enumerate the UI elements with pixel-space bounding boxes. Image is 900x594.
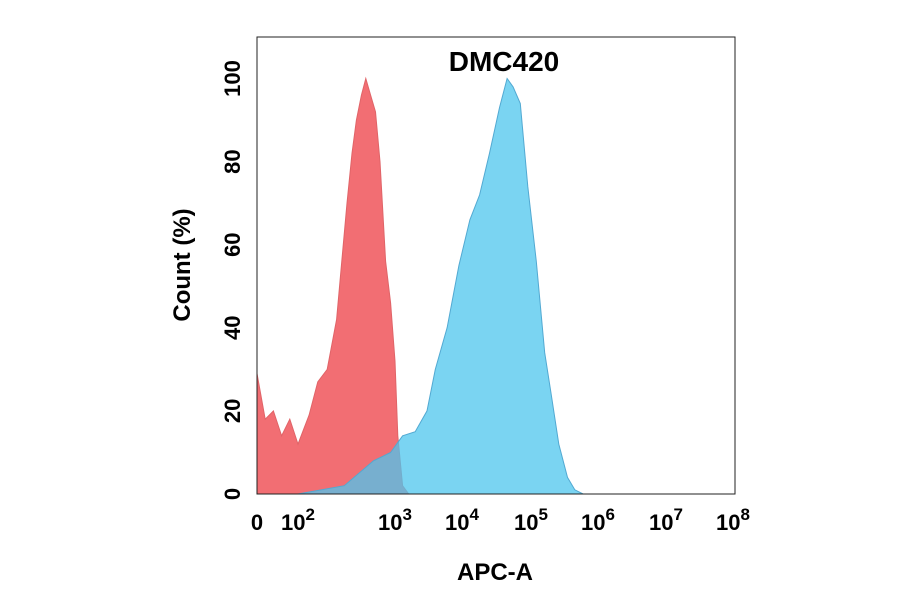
x-tick-label: 103 [378, 505, 412, 535]
x-tick-label: 102 [281, 505, 315, 535]
y-tick-labels: 0 20 40 60 80 100 [220, 60, 245, 500]
y-tick-label: 80 [220, 149, 245, 173]
histogram-series-layer [256, 76, 584, 495]
y-tick-label: 40 [220, 316, 245, 340]
x-tick-label: 0 [251, 510, 263, 535]
x-tick-label: 107 [649, 505, 683, 535]
y-axis-title: Count (%) [169, 208, 196, 321]
histogram-area-2 [297, 77, 584, 495]
x-tick-label: 104 [445, 505, 479, 535]
x-tick-label: 106 [581, 505, 615, 535]
y-tick-label: 100 [220, 60, 245, 97]
y-tick-label: 20 [220, 399, 245, 423]
chart-title: DMC420 [449, 46, 559, 77]
x-axis-title: APC-A [457, 559, 533, 586]
histogram-area-1 [256, 76, 410, 495]
x-tick-label: 108 [716, 505, 750, 535]
plot-frame [256, 36, 736, 495]
y-tick-label: 0 [220, 488, 245, 500]
x-tick-label: 105 [514, 505, 548, 535]
y-tick-label: 60 [220, 232, 245, 256]
x-tick-labels: 0 102 103 104 105 106 107 108 [251, 505, 750, 535]
